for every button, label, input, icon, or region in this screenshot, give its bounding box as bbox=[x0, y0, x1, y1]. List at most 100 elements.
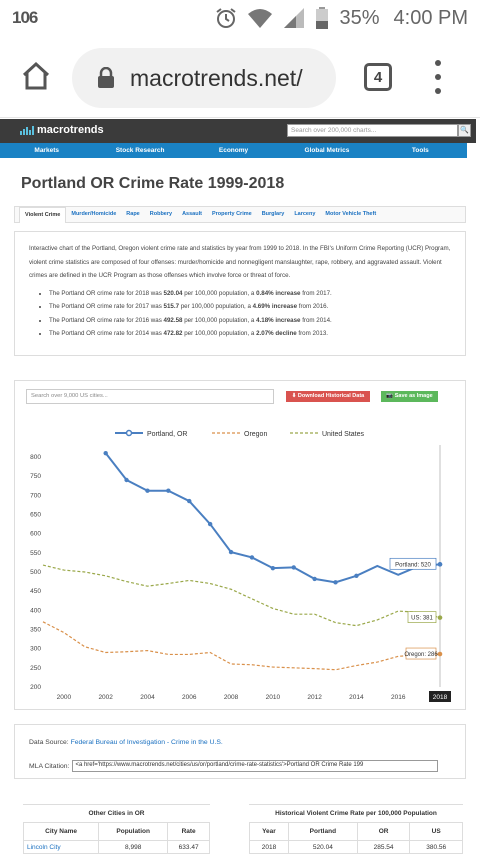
x-tick-label: 2014 bbox=[349, 694, 364, 701]
data-source-link[interactable]: Federal Bureau of Investigation - Crime … bbox=[70, 739, 223, 746]
column-header[interactable]: Portland bbox=[287, 822, 358, 841]
tab-larceny[interactable]: Larceny bbox=[294, 211, 316, 217]
nav-global-metrics[interactable]: Global Metrics bbox=[304, 147, 350, 154]
status-bar: 106 35% 4:00 PM bbox=[0, 0, 480, 38]
site-header: macrotrends Search over 200,000 charts..… bbox=[0, 119, 476, 143]
y-tick-label: 550 bbox=[30, 550, 41, 557]
y-tick-label: 600 bbox=[30, 531, 41, 538]
crime-rate-chart[interactable]: Portland, OR Oregon United States 200 250 300… bbox=[15, 421, 465, 709]
tab-rape[interactable]: Rape bbox=[126, 211, 140, 217]
y-tick-label: 800 bbox=[30, 454, 41, 461]
x-tick-label: 2010 bbox=[266, 694, 281, 701]
tab-burglary[interactable]: Burglary bbox=[261, 211, 285, 217]
table-row: 2018 520.04 285.54 380.56 bbox=[249, 840, 463, 854]
y-tick-label: 700 bbox=[30, 492, 41, 499]
column-header[interactable]: City Name bbox=[22, 822, 100, 841]
data-point bbox=[333, 580, 338, 585]
y-tick-label: 500 bbox=[30, 569, 41, 576]
legend-marker bbox=[125, 429, 133, 437]
description-box: Interactive chart of the Portland, Orego… bbox=[14, 231, 466, 356]
x-tick-label: 2002 bbox=[98, 694, 113, 701]
column-header[interactable]: Year bbox=[249, 822, 289, 841]
x-tick-label: 2004 bbox=[140, 694, 155, 701]
x-tick-label: 2016 bbox=[391, 694, 406, 701]
mla-citation-field[interactable]: <a href='https://www.macrotrends.net/cit… bbox=[72, 760, 439, 772]
tab-motor-vehicle-theft[interactable]: Motor Vehicle Theft bbox=[325, 211, 377, 217]
data-point bbox=[166, 488, 171, 493]
logo-bars-icon bbox=[20, 125, 34, 135]
carrier-label: 106 bbox=[12, 8, 38, 27]
y-tick-label: 400 bbox=[30, 607, 41, 614]
data-point bbox=[124, 477, 129, 483]
data-point bbox=[207, 521, 213, 527]
end-label: US: 381 bbox=[411, 616, 433, 622]
column-header[interactable]: Rate bbox=[167, 822, 210, 841]
address-bar[interactable]: macrotrends.net/ bbox=[72, 48, 336, 108]
tab-robbery[interactable]: Robbery bbox=[149, 211, 173, 217]
series-line bbox=[42, 564, 441, 627]
crime-type-tabs: Violent Crime Murder/Homicide Rape Robbe… bbox=[14, 206, 466, 223]
end-point bbox=[437, 615, 443, 620]
column-header[interactable]: US bbox=[409, 822, 463, 841]
browser-toolbar: macrotrends.net/ 4 bbox=[0, 38, 480, 118]
site-logo[interactable]: macrotrends bbox=[20, 124, 104, 136]
overflow-menu-button[interactable] bbox=[428, 60, 448, 94]
tab-property-crime[interactable]: Property Crime bbox=[211, 211, 252, 217]
stat-bullet: The Portland OR crime rate for 2018 was … bbox=[49, 287, 451, 301]
tab-assault[interactable]: Assault bbox=[182, 211, 202, 217]
chart-panel: Search over 9,000 US cities... ⬇ Downloa… bbox=[14, 380, 466, 710]
other-cities-table: Other Cities in OR City Name Population … bbox=[22, 804, 210, 854]
site-search-input[interactable]: Search over 200,000 charts... bbox=[287, 124, 458, 137]
legend-label: United States bbox=[322, 431, 365, 438]
stat-bullet: The Portland OR crime rate for 2016 was … bbox=[49, 314, 451, 328]
city-link[interactable]: Lincoln City bbox=[22, 840, 100, 854]
end-label: Portland: 520 bbox=[395, 562, 431, 568]
stat-bullet: The Portland OR crime rate for 2017 was … bbox=[49, 300, 451, 314]
url-text: macrotrends.net/ bbox=[130, 64, 303, 91]
highlight-year-box bbox=[429, 691, 451, 702]
tab-switcher-button[interactable]: 4 bbox=[364, 63, 392, 91]
end-label-box bbox=[389, 557, 437, 570]
x-tick-label: 2012 bbox=[307, 694, 322, 701]
y-tick-label: 750 bbox=[30, 473, 41, 480]
series-line bbox=[42, 621, 441, 671]
search-icon[interactable]: 🔍 bbox=[458, 124, 471, 137]
nav-stock-research[interactable]: Stock Research bbox=[115, 147, 165, 154]
clock: 4:00 PM bbox=[393, 6, 468, 29]
legend-label: Oregon bbox=[244, 431, 267, 438]
data-point bbox=[312, 576, 317, 582]
y-tick-label: 450 bbox=[30, 588, 41, 595]
signal-icon bbox=[284, 8, 305, 28]
city-search-input[interactable]: Search over 9,000 US cities... bbox=[26, 389, 274, 404]
site-nav: Markets Stock Research Economy Global Me… bbox=[0, 143, 467, 158]
y-tick-label: 350 bbox=[30, 627, 41, 634]
wifi-icon bbox=[248, 9, 273, 28]
nav-economy[interactable]: Economy bbox=[218, 147, 249, 154]
stat-bullet: The Portland OR crime rate for 2014 was … bbox=[49, 327, 451, 341]
alarm-icon bbox=[216, 8, 237, 28]
y-tick-label: 300 bbox=[30, 646, 41, 653]
save-image-button[interactable]: 📷 Save as Image bbox=[381, 391, 438, 402]
battery-percent: 35% bbox=[339, 6, 380, 29]
nav-markets[interactable]: Markets bbox=[34, 147, 59, 154]
x-tick-label: 2000 bbox=[57, 694, 72, 701]
end-point bbox=[437, 562, 443, 567]
page-title: Portland OR Crime Rate 1999-2018 bbox=[21, 175, 285, 192]
y-tick-label: 650 bbox=[30, 512, 41, 519]
column-header[interactable]: Population bbox=[98, 822, 169, 841]
lock-icon bbox=[98, 67, 114, 88]
data-point bbox=[249, 555, 255, 560]
end-label-box bbox=[405, 647, 437, 660]
x-tick-label: 2008 bbox=[224, 694, 239, 701]
historical-rate-table: Historical Violent Crime Rate per 100,00… bbox=[249, 804, 463, 854]
download-data-button[interactable]: ⬇ Download Historical Data bbox=[286, 391, 370, 402]
data-point bbox=[354, 573, 359, 579]
data-point bbox=[291, 565, 296, 570]
nav-tools[interactable]: Tools bbox=[411, 147, 429, 154]
table-row: Lincoln City 8,998 633.47 bbox=[22, 840, 210, 854]
column-header[interactable]: OR bbox=[356, 822, 411, 841]
home-icon[interactable] bbox=[20, 60, 52, 92]
y-tick-label: 250 bbox=[30, 665, 41, 672]
tab-violent-crime[interactable]: Violent Crime bbox=[19, 206, 67, 223]
tab-murder[interactable]: Murder/Homicide bbox=[71, 211, 117, 217]
